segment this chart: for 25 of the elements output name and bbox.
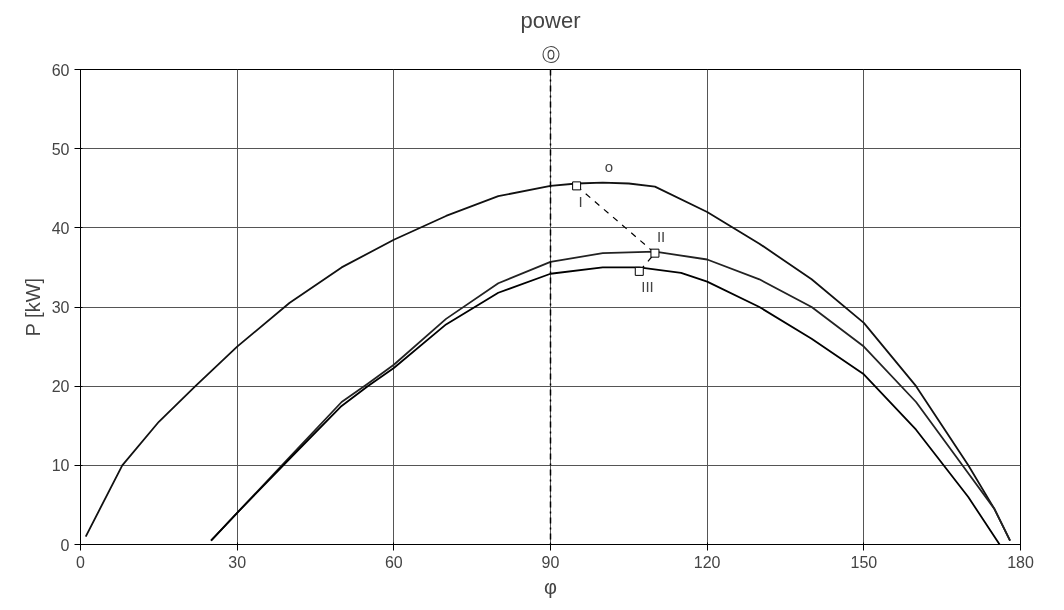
y-axis-title: P [kW] [21,277,44,337]
y-tick-label: 10 [51,457,70,475]
y-tick-label: 50 [51,140,70,158]
x-axis-title: φ [544,575,558,598]
point [634,266,644,276]
x-tick-label: 150 [850,553,878,571]
x-tick-label: 0 [76,553,86,571]
annotation: o [604,157,614,175]
annotation: III [641,278,654,296]
point [650,248,660,258]
x-tick-label: 30 [228,553,247,571]
x-tick-label: 90 [541,553,560,571]
y-tick-label: 20 [51,378,70,396]
text: ⓪ [541,44,560,65]
y-tick-label: 60 [51,61,70,79]
point [572,181,582,191]
x-tick-label: 180 [1007,553,1034,571]
y-tick-label: 0 [60,536,70,554]
annotation: I [578,192,583,210]
annotation: II [656,228,666,246]
y-tick-label: 40 [51,219,70,237]
y-tick-label: 30 [51,299,70,316]
chart-title: power [520,7,581,33]
x-tick-label: 120 [693,553,721,571]
x-tick-label: 60 [384,553,403,571]
